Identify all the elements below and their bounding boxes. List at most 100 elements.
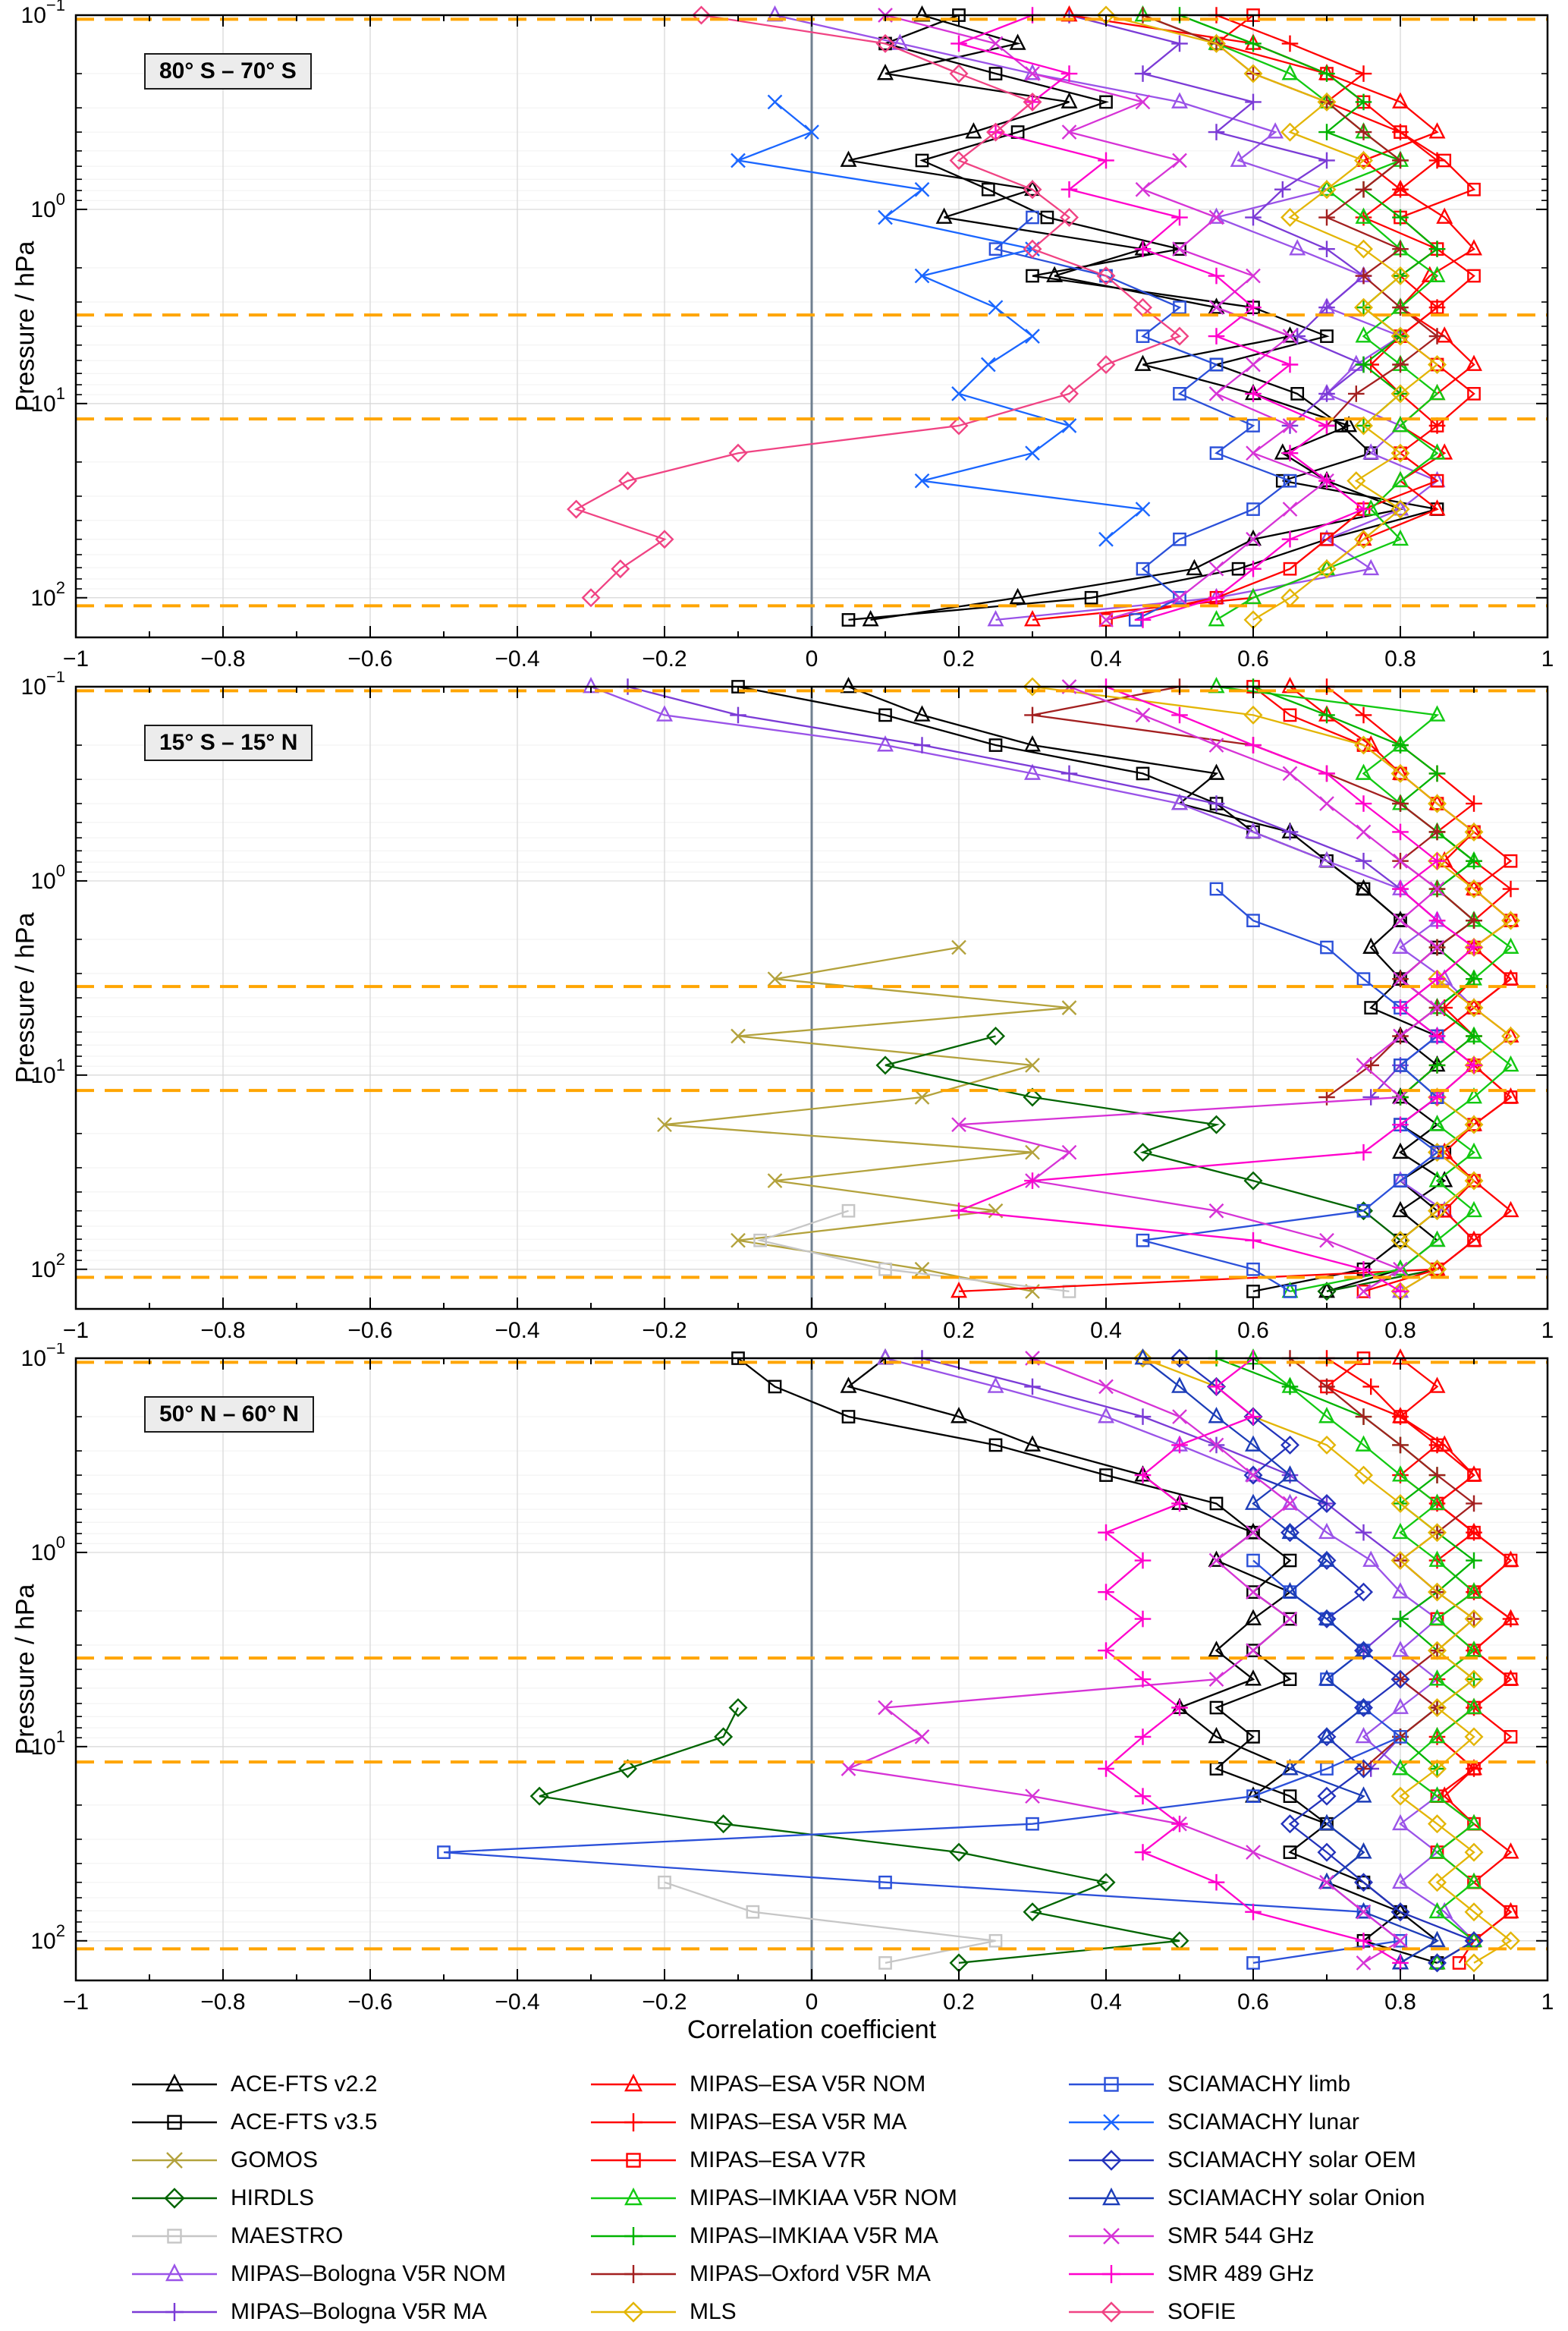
legend-item-bolNom: MIPAS–Bologna V5R NOM (129, 2255, 506, 2293)
x-tick-label: 0 (806, 1318, 819, 1343)
y-tick-label: 10−1 (21, 672, 65, 700)
x-tick-label: 1 (1541, 1318, 1554, 1343)
legend-swatch-diamond-icon (132, 2188, 217, 2209)
y-tick-label: 102 (30, 1921, 65, 1954)
legend-label: SCIAMACHY lunar (1167, 2109, 1359, 2134)
series-esaMa (1318, 678, 1519, 1106)
series-smr544 (841, 1351, 1408, 1971)
y-axis-title-1: Pressure / hPa (11, 241, 40, 412)
legend-marker-square-icon (1104, 2077, 1119, 2092)
legend-swatch-triangle-icon (591, 2073, 676, 2092)
x-tick-label: −0.6 (347, 646, 392, 672)
legend-label: MIPAS–Oxford V5R MA (690, 2261, 931, 2286)
x-tick-label: 1 (1541, 1990, 1554, 2015)
x-tick-label: −0.4 (495, 1318, 539, 1343)
legend-swatch-x-icon (1069, 2114, 1154, 2131)
x-tick-label: 0.8 (1384, 1990, 1416, 2015)
panel-2-label: 15° S – 15° N (144, 725, 313, 761)
legend-marker-diamond-icon (623, 2301, 644, 2323)
series-sciLunar (731, 94, 1151, 547)
legend-swatch-triangle-icon (1069, 2187, 1154, 2206)
legend-marker-diamond-icon (1101, 2301, 1122, 2323)
legend-label: ACE-FTS v2.2 (231, 2071, 378, 2097)
series-sofie (567, 5, 1189, 608)
legend-marker-diamond-icon (164, 2188, 185, 2209)
legend-swatch-x-icon (132, 2152, 217, 2169)
panel-3-plot: −1 −0.8 −0.6 −0.4 −0.2 0 0.2 0.4 0.6 0.8 1 10−1 100 1… (21, 1343, 1554, 2015)
legend-marker-triangle-icon (165, 2073, 184, 2092)
legend-label: MIPAS–Bologna V5R MA (231, 2299, 487, 2324)
legend-marker-triangle-icon (624, 2073, 643, 2092)
y-tick-label: 100 (30, 861, 65, 894)
x-tick-label: 0.4 (1090, 646, 1122, 672)
series-smr544 (878, 8, 1334, 628)
legend-label: MIPAS–ESA V7R (690, 2147, 866, 2172)
legend-label: SMR 544 GHz (1167, 2223, 1315, 2248)
legend-label: ACE-FTS v3.5 (231, 2109, 378, 2134)
legend-label: HIRDLS (231, 2185, 315, 2210)
legend-marker-plus-icon (1102, 2265, 1120, 2283)
x-tick-label: −0.6 (347, 1990, 392, 2015)
legend-label: SCIAMACHY solar Onion (1167, 2185, 1425, 2210)
legend-marker-plus-icon (624, 2227, 643, 2245)
legend-marker-diamond-icon (1101, 2150, 1122, 2171)
legend-label: MAESTRO (231, 2223, 344, 2248)
y-tick-label: 100 (30, 190, 65, 222)
series-imkNom (1245, 1348, 1482, 1970)
legend-item-maestro: MAESTRO (129, 2217, 506, 2255)
legend-column-1: ACE-FTS v2.2 ACE-FTS v3.5 GOMOS HIRDLS MAEST… (129, 2065, 506, 2331)
legend-item-sciLunar: SCIAMACHY lunar (1066, 2103, 1425, 2141)
series-mls (1096, 5, 1447, 630)
x-tick-label: 0.2 (943, 1990, 975, 2015)
legend-item-gomos: GOMOS (129, 2141, 506, 2179)
panel-1-plot: −1 −0.8 −0.6 −0.4 −0.2 0 0.2 0.4 0.6 0.8 1 10−1 100 1… (21, 0, 1554, 672)
x-tick-label: 0.4 (1090, 1990, 1122, 2015)
legend-swatch-plus-icon (591, 2113, 676, 2131)
legend-label: SMR 489 GHz (1167, 2261, 1315, 2286)
legend-marker-plus-icon (624, 2265, 643, 2283)
legend-marker-x-icon (1103, 2228, 1120, 2244)
legend-swatch-diamond-icon (1069, 2301, 1154, 2323)
x-tick-label: −0.2 (642, 646, 687, 672)
panel-3-label: 50° N – 60° N (144, 1396, 315, 1433)
y-axis-title-3: Pressure / hPa (11, 1584, 40, 1755)
legend-item-esaMa: MIPAS–ESA V5R MA (588, 2103, 957, 2141)
legend-marker-triangle-icon (1102, 2187, 1120, 2206)
legend-item-smr544: SMR 544 GHz (1066, 2217, 1425, 2255)
y-tick-label: 101 (30, 384, 65, 417)
legend-item-bolMa: MIPAS–Bologna V5R MA (129, 2293, 506, 2331)
legend-label: MIPAS–IMKIAA V5R MA (690, 2223, 938, 2248)
series-hirdls (529, 1697, 1189, 1973)
series-esaMa (1318, 1350, 1519, 1777)
legend-label: SCIAMACHY limb (1167, 2071, 1351, 2097)
series-imkMa (1245, 678, 1482, 1106)
x-tick-label: −0.2 (642, 1318, 687, 1343)
x-tick-label: −0.8 (200, 646, 245, 672)
x-tick-label: −0.8 (200, 1318, 245, 1343)
x-tick-label: −1 (63, 1990, 89, 2015)
legend-marker-triangle-icon (165, 2263, 184, 2282)
y-axis-title-2: Pressure / hPa (11, 912, 40, 1084)
series-gomos (657, 939, 1077, 1299)
legend-item-smr489: SMR 489 GHz (1066, 2255, 1425, 2293)
y-tick-label: 10−1 (21, 1343, 65, 1371)
x-tick-label: 0.8 (1384, 1318, 1416, 1343)
legend-item-sciOem: SCIAMACHY solar OEM (1066, 2141, 1425, 2179)
series-oxfMa (1281, 1350, 1482, 1777)
legend-swatch-x-icon (1069, 2228, 1154, 2244)
series-sciLimb (988, 210, 1297, 627)
legend-item-esaV7r: MIPAS–ESA V7R (588, 2141, 957, 2179)
legend-marker-square-icon (167, 2229, 182, 2244)
series-smr489 (951, 7, 1372, 628)
x-tick-label: −0.4 (495, 646, 539, 672)
legend-marker-x-icon (1103, 2114, 1120, 2131)
legend-swatch-diamond-icon (591, 2301, 676, 2323)
series-smr544 (951, 679, 1445, 1299)
legend-item-ace22: ACE-FTS v2.2 (129, 2065, 506, 2103)
x-tick-label: 0.6 (1237, 1990, 1269, 2015)
legend-swatch-triangle-icon (591, 2187, 676, 2206)
legend-item-hirdls: HIRDLS (129, 2179, 506, 2217)
legend: ACE-FTS v2.2 ACE-FTS v3.5 GOMOS HIRDLS MAEST… (0, 2065, 1568, 2331)
legend-swatch-plus-icon (1069, 2265, 1154, 2283)
